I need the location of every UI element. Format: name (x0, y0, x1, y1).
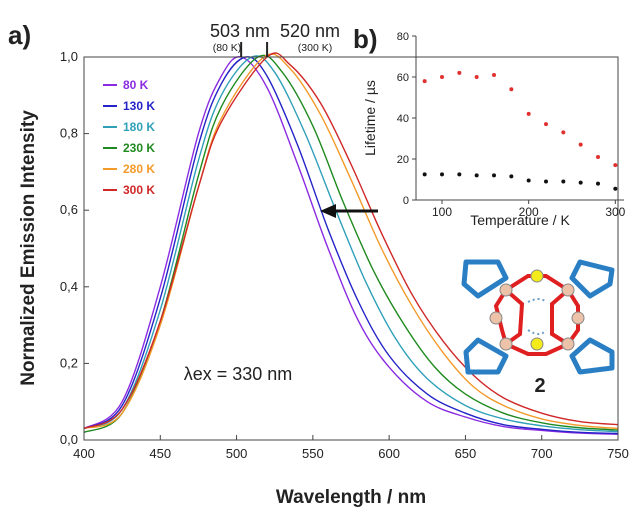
inset-point (544, 179, 548, 184)
x-tick-label: 550 (302, 446, 324, 461)
inset-point (440, 75, 444, 79)
legend-entry: 300 K (123, 183, 155, 197)
y-tick-label: 1,0 (60, 49, 78, 64)
peak-high-note: (300 K) (298, 42, 332, 54)
inset-point (474, 75, 479, 79)
inset-point (509, 87, 514, 92)
series-line-300k (83, 52, 619, 430)
series-line-180k (83, 55, 619, 433)
inset-point (561, 130, 566, 135)
legend-entry: 280 K (123, 162, 155, 176)
inset-point (596, 181, 600, 186)
y-tick-label: 0,2 (60, 355, 78, 370)
panel-a-lines (83, 52, 619, 435)
molecule-structure-icon (461, 259, 615, 375)
legend-entry: 130 K (123, 99, 155, 113)
inset-point (509, 174, 514, 179)
x-tick-label: 700 (531, 446, 553, 461)
inset-y-tick-label: 20 (397, 154, 409, 166)
inset-y-tick-label: 60 (397, 72, 409, 84)
panel-a-y-axis-label: Normalized Emission Intensity (18, 110, 39, 386)
inset-point (457, 70, 462, 75)
panel-a-legend: 80 K 130 K 180 K 230 K 280 K 300 K (103, 78, 155, 197)
inset-point (578, 180, 583, 185)
inset-point (474, 173, 479, 178)
inset-y-tick-label: 40 (397, 113, 409, 125)
shift-arrow (320, 204, 378, 218)
inset-x-tick-label: 100 (432, 205, 452, 219)
series-line-230k (83, 54, 619, 433)
legend-entry: 180 K (123, 120, 155, 134)
series-line-130k (83, 56, 619, 435)
panel-b-points (422, 70, 618, 191)
peak-low-note: (80 K) (213, 42, 242, 54)
x-tick-label: 650 (455, 446, 477, 461)
inset-point (526, 111, 531, 116)
inset-point (578, 142, 583, 147)
peak-high-label: 520 nm (280, 21, 340, 41)
compound-label: 2 (534, 375, 545, 397)
inset-x-tick-label: 300 (605, 205, 625, 219)
inset-point (422, 172, 427, 177)
inset-y-tick-label: 80 (397, 31, 409, 43)
series-line-280k (83, 53, 619, 430)
inset-y-tick-label: 0 (403, 195, 409, 207)
legend-entry: 230 K (123, 141, 155, 155)
panel-b-label: b) (353, 24, 378, 54)
y-tick-label: 0,0 (60, 432, 78, 447)
inset-point (544, 122, 548, 127)
x-tick-label: 400 (73, 446, 95, 461)
x-tick-label: 600 (378, 446, 400, 461)
inset-point (596, 154, 600, 159)
panel-a: a) 400 450 500 550 600 650 700 750 0,00,20,40,6… (8, 20, 629, 508)
inset-point (492, 72, 496, 77)
x-tick-label: 750 (607, 446, 629, 461)
x-tick-label: 450 (149, 446, 171, 461)
inset-point (457, 172, 462, 177)
y-tick-label: 0,8 (60, 126, 78, 141)
panel-b: b) 100 200 300 0 20 40 60 80 Temperature / K L… (353, 24, 626, 228)
panel-a-x-axis-label: Wavelength / nm (276, 487, 426, 508)
y-tick-label: 0,4 (60, 279, 78, 294)
excitation-label: λex = 330 nm (184, 364, 293, 384)
panel-b-x-axis-label: Temperature / K (470, 212, 570, 228)
inset-point (561, 179, 566, 184)
legend-entry: 80 K (123, 78, 149, 92)
series-line-80k (83, 56, 619, 435)
panel-a-label: a) (8, 20, 31, 50)
x-tick-label: 500 (226, 446, 248, 461)
y-tick-label: 0,6 (60, 202, 78, 217)
panel-a-plot-frame (83, 56, 619, 441)
panel-b-x-ticks: 100 200 300 (432, 200, 626, 219)
panel-b-y-ticks: 0 20 40 60 80 (397, 31, 416, 207)
peak-low-label: 503 nm (210, 21, 270, 41)
panel-b-y-axis-label: Lifetime / µs (362, 80, 378, 156)
inset-point (613, 163, 618, 168)
inset-point (422, 79, 427, 84)
panel-a-y-ticks: 0,0 0,2 0,4 0,6 0,8 1,0 (60, 49, 89, 447)
inset-point (526, 178, 531, 183)
inset-point (440, 172, 444, 177)
inset-point (492, 173, 496, 178)
inset-x-tick-label: 200 (519, 205, 539, 219)
inset-point (613, 186, 618, 191)
panel-a-x-ticks: 400 450 500 550 600 650 700 750 (73, 435, 629, 461)
